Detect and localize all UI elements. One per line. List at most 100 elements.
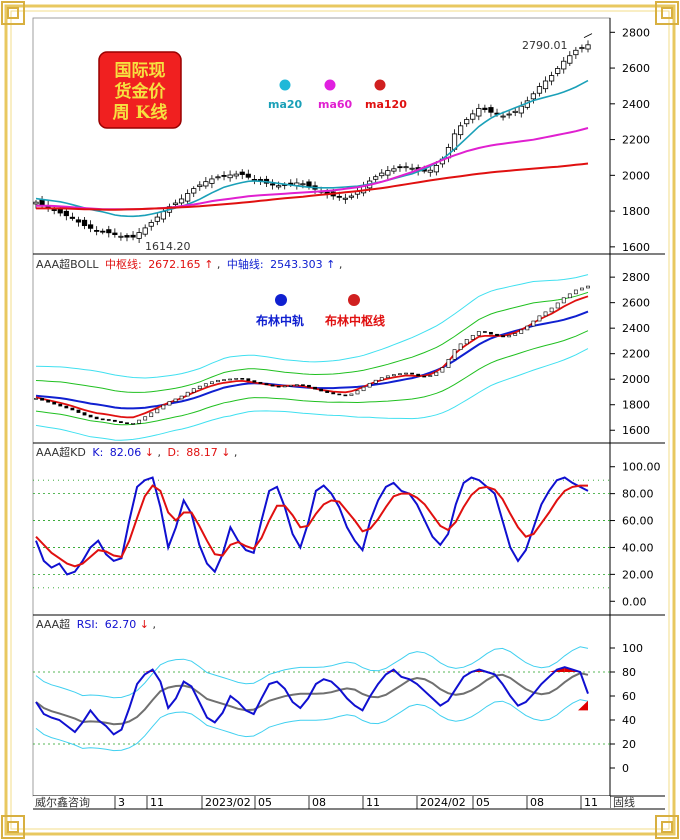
price-candle-body (288, 182, 294, 185)
rsi-band-upper (35, 646, 589, 699)
price-candle-body (373, 176, 379, 180)
kd-k-arrow: ↓ (145, 446, 154, 459)
boll-candle (252, 380, 257, 383)
brand-label: 威尔鑫咨询 (35, 795, 90, 809)
price-panel (33, 33, 593, 244)
high-price-label: 2790.01 (522, 39, 568, 52)
price-candle-body (178, 198, 185, 204)
boll-candle (70, 407, 75, 411)
boll-mid-value: 2543.303 (270, 258, 323, 271)
boll-panel (34, 274, 590, 441)
price-candle-body (118, 235, 124, 238)
price-candle-body (276, 185, 282, 188)
x-label-5: 11 (366, 796, 380, 809)
legend-ma120: ma120 (365, 98, 407, 111)
boll-candle (137, 419, 142, 424)
rsi-y-tick-label-40: 40 (622, 714, 636, 727)
logo-badge: 国际现 货金价 周 K线 (98, 51, 182, 129)
price-candle-body (221, 175, 227, 177)
boll-y-tick-label-1800: 1800 (622, 399, 650, 412)
price-candle-body (433, 165, 439, 173)
boll-candle (210, 381, 214, 385)
boll-candle (513, 333, 518, 336)
boll-candle (337, 393, 342, 396)
boll-candle (391, 374, 396, 377)
boll-y-tick-label-2600: 2600 (622, 297, 650, 310)
boll-candle (549, 307, 554, 313)
boll-center-value: 2672.165 (148, 258, 201, 271)
boll-candle (422, 375, 427, 378)
boll-candle (452, 349, 457, 360)
boll-candle (428, 375, 433, 377)
rsi-y-tick-label-0: 0 (622, 762, 629, 775)
boll-candle (125, 422, 129, 424)
price-y-tick-label-2800: 2800 (622, 26, 650, 39)
rsi-label: RSI: (77, 618, 99, 631)
boll-candle (385, 375, 390, 378)
rsi-sep: , (152, 618, 156, 631)
boll-band-upper (35, 291, 589, 393)
price-candle-body (51, 209, 57, 211)
x-axis: 3 11 2023/02 05 08 11 2024/02 05 08 11 (114, 796, 598, 809)
low-price-label: 1614.20 (145, 240, 191, 253)
gold-border (4, 4, 676, 836)
boll-candle (288, 384, 293, 387)
price-candle-body (227, 174, 233, 179)
boll-header: AAA超BOLL 中枢线: 2672.165 ↑ , 中轴线: 2543.303… (36, 257, 342, 271)
price-ma20-line (35, 79, 589, 218)
boll-candle (216, 379, 220, 383)
boll-y-tick-label-2000: 2000 (622, 373, 650, 386)
boll-candle (416, 373, 421, 377)
price-candle-body (348, 195, 355, 198)
price-candle-body (379, 172, 385, 177)
boll-candle (82, 412, 87, 416)
boll-candle (301, 384, 305, 386)
price-candle-body (458, 125, 464, 136)
price-candle-body (94, 230, 100, 232)
rsi-y-tick-label-20: 20 (622, 738, 636, 751)
boll-candle (94, 416, 99, 420)
price-candle-body (579, 47, 585, 49)
boll-candle (355, 390, 360, 395)
price-candle-body (63, 210, 69, 217)
x-label-6: 2024/02 (420, 796, 466, 809)
boll-y-tick-label-2800: 2800 (622, 271, 650, 284)
price-candle-body (500, 115, 506, 118)
kd-k-label: K: (92, 446, 103, 459)
price-candle-body (239, 171, 245, 175)
price-candle-body (154, 216, 160, 222)
rsi-title: AAA超 (36, 617, 70, 631)
boll-candle (197, 385, 202, 389)
boll-candle (264, 383, 269, 386)
price-candle-body (518, 105, 524, 114)
boll-candle (404, 372, 408, 375)
x-label-1: 11 (150, 796, 164, 809)
kd-y-tick-label-80: 80.00 (622, 488, 654, 501)
boll-candle (313, 386, 317, 390)
price-candle-body (397, 166, 403, 169)
x-label-7: 05 (476, 796, 490, 809)
ma20-ball-icon (279, 79, 291, 91)
boll-y-tick-label-2200: 2200 (622, 348, 650, 361)
price-candle-body (191, 188, 197, 194)
price-candle-body (124, 235, 130, 238)
kd-y-tick-label-20: 20.00 (622, 568, 654, 581)
kd-y-tick-label-40: 40.00 (622, 541, 654, 554)
boll-candle (52, 401, 57, 405)
price-candle-body (269, 183, 276, 186)
legend-boll-center: 布林中枢线 (325, 313, 385, 328)
logo-line-3: 周 K线 (113, 102, 168, 123)
price-candle-body (391, 168, 397, 172)
price-y-tick-label-2200: 2200 (622, 134, 650, 147)
price-candle-body (403, 166, 409, 169)
boll-candle (367, 382, 372, 388)
price-candle-body (142, 227, 148, 235)
logo-line-2: 货金价 (115, 81, 167, 102)
kd-d-line (35, 484, 588, 568)
price-candle-body (482, 107, 488, 110)
logo-line-1: 国际现 (115, 61, 166, 81)
kd-k-value: 82.06 (110, 446, 142, 459)
boll-candle (501, 335, 505, 338)
x-label-3: 05 (258, 796, 272, 809)
x-label-0: 3 (118, 796, 125, 809)
